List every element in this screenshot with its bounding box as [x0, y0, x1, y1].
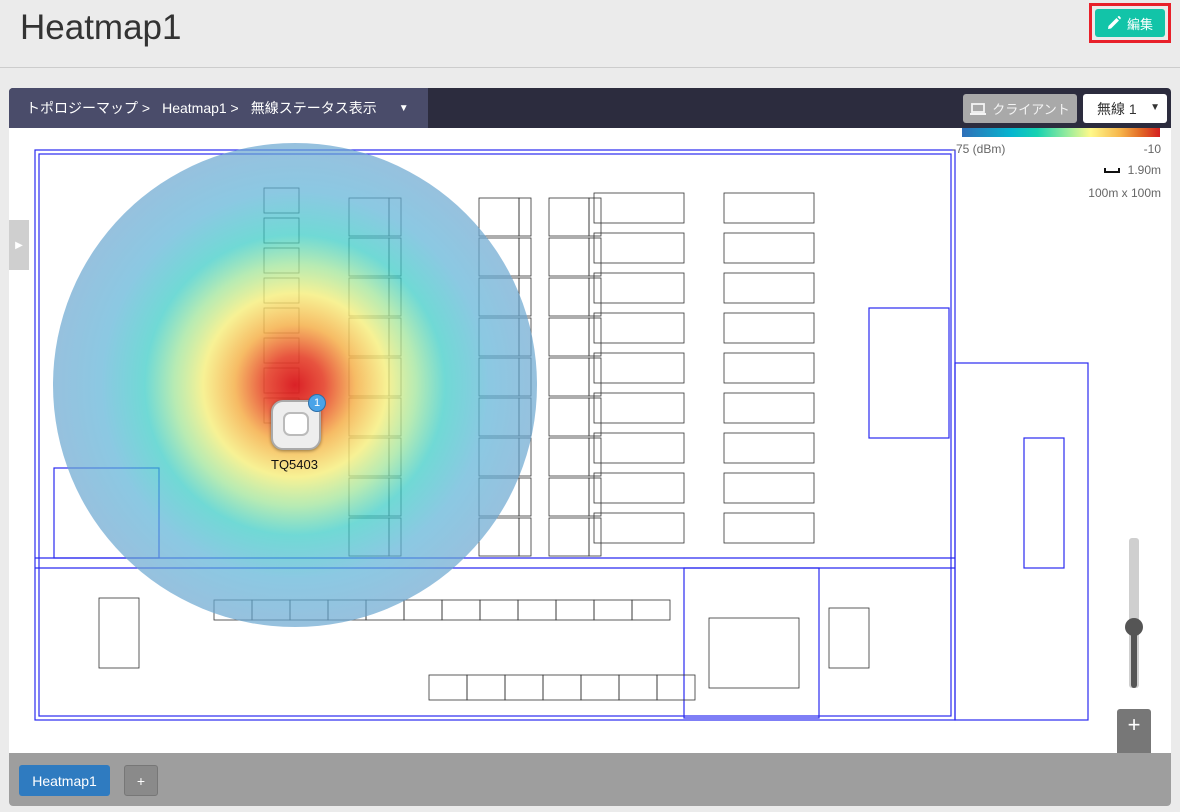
divider: [0, 67, 1180, 68]
heatmap-coverage: [53, 143, 537, 627]
radio-select[interactable]: 無線 1 ▼: [1083, 94, 1167, 123]
legend-min: -75 (dBm): [952, 142, 1006, 156]
client-count-badge[interactable]: 1: [308, 394, 326, 412]
client-button[interactable]: クライアント: [963, 94, 1077, 123]
edit-highlight: 編集: [1089, 3, 1171, 43]
breadcrumb-view[interactable]: 無線ステータス表示: [250, 100, 377, 116]
signal-legend-gradient: [962, 128, 1160, 137]
map-size: 100m x 100m: [1088, 186, 1161, 200]
radio-select-value: 無線 1: [1097, 100, 1137, 117]
client-label: クライアント: [992, 102, 1070, 117]
edit-button[interactable]: 編集: [1095, 9, 1165, 37]
laptop-icon: [970, 102, 987, 115]
legend-max: -10: [1143, 142, 1161, 156]
edit-label: 編集: [1126, 16, 1153, 32]
scale-bar-icon: [1103, 167, 1120, 173]
tab-heatmap1[interactable]: Heatmap1: [19, 765, 110, 796]
page-title: Heatmap1: [20, 8, 182, 47]
map-toolbar: トポロジーマップ > Heatmap1 > 無線ステータス表示 ▼ クライアント…: [9, 88, 1171, 128]
breadcrumb-heatmap[interactable]: Heatmap1 >: [162, 100, 239, 116]
zoom-slider[interactable]: [1125, 538, 1143, 688]
zoom-slider-handle[interactable]: [1125, 618, 1143, 636]
scale-label: 1.90m: [1127, 163, 1161, 177]
floor-map[interactable]: 1 TQ5403 ▶ ▲ + −: [9, 128, 1171, 793]
zoom-in-button[interactable]: +: [1127, 712, 1141, 737]
breadcrumb: トポロジーマップ > Heatmap1 > 無線ステータス表示 ▼: [9, 88, 428, 128]
add-tab-button[interactable]: +: [124, 765, 158, 796]
caret-down-icon[interactable]: ▼: [398, 102, 409, 114]
heatmap-panel: トポロジーマップ > Heatmap1 > 無線ステータス表示 ▼ クライアント…: [9, 88, 1171, 806]
map-tabs-bar: Heatmap1 +: [9, 753, 1171, 806]
side-panel-toggle[interactable]: ▶: [9, 220, 29, 270]
caret-down-icon: ▼: [1150, 102, 1160, 113]
floor-plan: [34, 143, 1089, 721]
breadcrumb-topology[interactable]: トポロジーマップ >: [26, 100, 151, 116]
pencil-icon: [1107, 16, 1121, 29]
access-point-label: TQ5403: [271, 457, 318, 472]
